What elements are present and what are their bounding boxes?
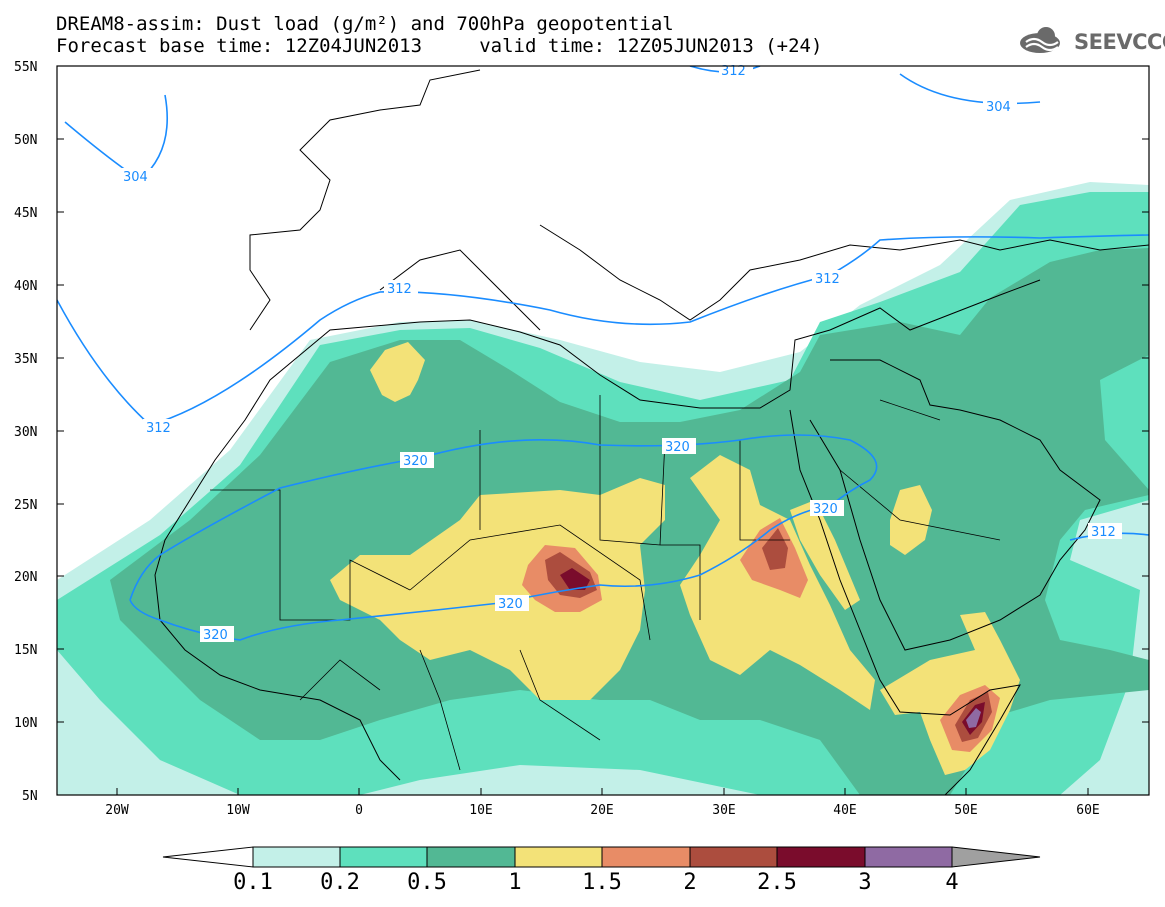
dust-field-1-algeria (370, 342, 425, 402)
dust-field-1-central (330, 478, 665, 700)
contour-label: 304 (123, 170, 148, 185)
contour-label: 320 (203, 628, 228, 643)
colorbar-segment (601, 846, 691, 868)
colorbar-tick: 0.5 (407, 870, 447, 895)
lon-label: 30E (712, 803, 735, 818)
lon-label: 20E (590, 803, 613, 818)
contour-label: 312 (815, 272, 840, 287)
lat-label: 10N (14, 716, 37, 731)
colorbar-segment (426, 846, 516, 868)
lon-label: 40E (833, 803, 856, 818)
lat-label: 45N (14, 206, 37, 221)
coastlines (154, 69, 1149, 795)
lat-label: 35N (14, 352, 37, 367)
dust-field-1-arabia (890, 485, 932, 555)
latitude-labels: 55N 50N 45N 40N 35N 30N 25N 20N 15N 10N … (14, 60, 38, 804)
lon-label: 10W (226, 803, 250, 818)
dust-field-2.5-central (560, 568, 590, 590)
colorbar-tick: 3 (858, 870, 872, 895)
lon-label: 60E (1076, 803, 1099, 818)
cloud-icon (1020, 27, 1060, 53)
contour-label: 320 (813, 502, 838, 517)
colorbar-min-arrow (162, 846, 254, 868)
contour-labels: 312 304 304 312 312 312 320 320 320 320 … (120, 62, 1122, 643)
lat-label: 20N (14, 570, 37, 585)
colorbar-tick: 0.2 (320, 870, 360, 895)
lat-label: 55N (14, 60, 37, 75)
lon-label: 20W (105, 803, 129, 818)
contour-label: 320 (665, 440, 690, 455)
colorbar-segment (864, 846, 953, 868)
arabia-coast (809, 359, 1101, 651)
longitude-labels: 20W 10W 0 10E 20E 30E 40E 50E 60E (105, 803, 1099, 818)
colorbar-tick: 2 (683, 870, 697, 895)
colorbar-tick: 1.5 (582, 870, 622, 895)
dust-field-2-east (762, 528, 788, 570)
colorbar-max-arrow (951, 846, 1041, 868)
contour-label: 320 (403, 454, 428, 469)
colorbar-segment (689, 846, 778, 868)
logo (1020, 27, 1060, 53)
dust-field-1-redsea (790, 500, 860, 610)
colorbar-tick: 4 (945, 870, 959, 895)
red-sea-coast (789, 409, 1021, 795)
lon-label: 10E (469, 803, 492, 818)
colorbar (162, 846, 1041, 868)
colorbar-tick: 1 (508, 870, 522, 895)
lat-label: 30N (14, 425, 37, 440)
dust-field-3-horn (966, 708, 981, 728)
lon-label: 0 (355, 803, 363, 818)
contour-312-west (57, 234, 1149, 426)
map-title: DREAM8-assim: Dust load (g/m²) and 700hP… (56, 13, 674, 35)
colorbar-segment (252, 846, 341, 868)
contour-label: 312 (1091, 525, 1116, 540)
colorbar-tick: 2.5 (757, 870, 797, 895)
colorbar-segment (776, 846, 866, 868)
europe-coast (249, 69, 1149, 331)
map-subtitle: Forecast base time: 12Z04JUN2013 valid t… (56, 35, 823, 57)
longitude-axis (116, 788, 1089, 795)
lat-label: 5N (22, 789, 38, 804)
dust-fields (57, 182, 1149, 795)
lon-label: 50E (954, 803, 977, 818)
contour-label: 320 (498, 597, 523, 612)
lat-label: 25N (14, 498, 37, 513)
lat-label: 40N (14, 279, 37, 294)
contour-label: 312 (721, 64, 746, 79)
colorbar-segment (514, 846, 603, 868)
lat-label: 50N (14, 133, 37, 148)
lat-label: 15N (14, 643, 37, 658)
colorbar-tick: 0.1 (233, 870, 273, 895)
contour-label: 312 (146, 421, 171, 436)
logo-text: SEEVCCC (1074, 30, 1165, 54)
contour-label: 304 (986, 100, 1011, 115)
contour-label: 312 (387, 282, 412, 297)
colorbar-segment (339, 846, 428, 868)
contour-304-northeast (899, 73, 1041, 105)
latitude-axis (57, 65, 1149, 723)
borders (210, 395, 1001, 771)
